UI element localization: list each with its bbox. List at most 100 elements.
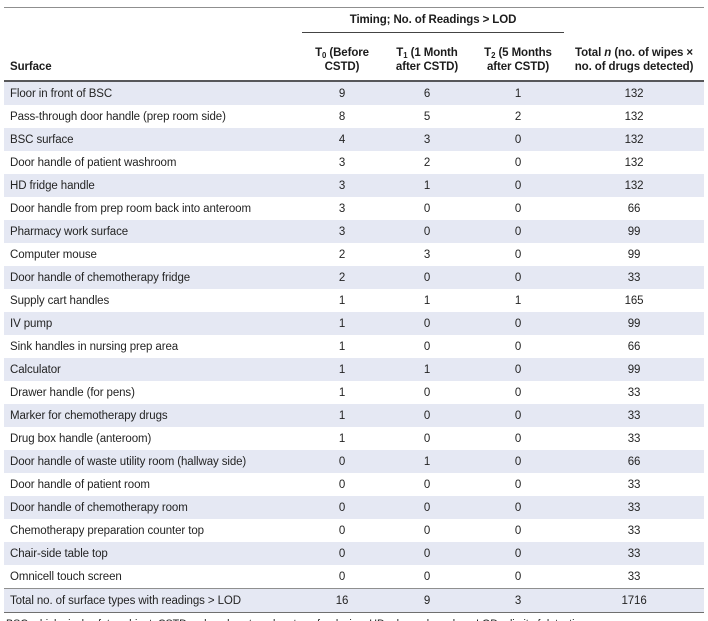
value-cell: 6 — [423, 87, 431, 100]
value-cell: 2 — [423, 156, 431, 169]
table-row: Chair-side table top 0 0 0 33 — [4, 542, 705, 566]
surface-cell: BSC surface — [10, 133, 74, 146]
table-row: Door handle from prep room back into ant… — [4, 197, 704, 220]
col-header-t2: T2 (5 Months after CSTD) — [472, 32, 565, 83]
value-cell: 0 — [423, 225, 431, 238]
value-cell: 0 — [423, 432, 431, 445]
value-cell: 33 — [627, 570, 641, 583]
value-cell: 5 — [423, 110, 431, 123]
group-header-row: Timing; No. of Readings > LOD — [4, 7, 704, 34]
table-footnote: BSC = biological safety cabinet, CSTD = … — [4, 618, 704, 621]
value-cell: 0 — [514, 202, 522, 215]
value-cell: 3 — [338, 156, 346, 169]
value-cell: 0 — [514, 501, 522, 514]
value-cell: 0 — [423, 409, 431, 422]
surface-cell: Chair-side table top — [10, 547, 108, 560]
value-cell: 33 — [627, 432, 641, 445]
surface-cell: Computer mouse — [10, 248, 97, 261]
surface-cell: Door handle of waste utility room (hallw… — [10, 455, 247, 468]
value-cell: 99 — [627, 317, 641, 330]
surface-cell: Drug box handle (anteroom) — [10, 432, 152, 445]
table-row: Door handle of chemotherapy fridge 2 0 0 33 — [4, 266, 705, 290]
value-cell: 66 — [627, 455, 641, 468]
value-cell: 132 — [624, 110, 644, 123]
table-row: BSC surface 4 3 0 132 — [4, 128, 705, 152]
value-cell: 0 — [514, 340, 522, 353]
value-cell: 33 — [627, 271, 641, 284]
value-cell: 0 — [514, 179, 522, 192]
value-cell: 3 — [423, 133, 431, 146]
paper-table-figure: Timing; No. of Readings > LOD Surface T0… — [4, 7, 705, 621]
total-row: Total no. of surface types with readings… — [4, 588, 705, 613]
value-cell: 0 — [514, 317, 522, 330]
column-header-row: Surface T0 (Before CSTD) T1 (1 Month aft… — [4, 32, 705, 83]
value-cell: 0 — [514, 547, 522, 560]
value-cell: 1 — [338, 432, 346, 445]
value-cell: 1 — [338, 363, 346, 376]
table-row: HD fridge handle 3 1 0 132 — [4, 174, 705, 198]
value-cell: 16 — [335, 594, 349, 607]
table-header: Timing; No. of Readings > LOD Surface T0… — [4, 7, 705, 83]
value-cell: 132 — [624, 156, 644, 169]
value-cell: 1 — [338, 317, 346, 330]
table-row: Sink handles in nursing prep area 1 0 0 66 — [4, 335, 704, 358]
value-cell: 1 — [338, 409, 346, 422]
value-cell: 0 — [514, 478, 522, 491]
value-cell: 8 — [338, 110, 346, 123]
value-cell: 0 — [423, 202, 431, 215]
surface-cell: Drawer handle (for pens) — [10, 386, 135, 399]
value-cell: 0 — [423, 317, 431, 330]
table-row: Drug box handle (anteroom) 1 0 0 33 — [4, 427, 704, 450]
value-cell: 1 — [423, 179, 431, 192]
value-cell: 0 — [514, 248, 522, 261]
surface-cell: Door handle of patient room — [10, 478, 150, 491]
value-cell: 66 — [627, 202, 641, 215]
value-cell: 0 — [423, 524, 431, 537]
value-cell: 2 — [338, 248, 346, 261]
value-cell: 0 — [514, 271, 522, 284]
table-row: Door handle of patient room 0 0 0 33 — [4, 473, 704, 496]
value-cell: 33 — [627, 547, 641, 560]
table-row: Drawer handle (for pens) 1 0 0 33 — [4, 381, 704, 404]
value-cell: 0 — [423, 271, 431, 284]
surface-cell: Pass-through door handle (prep room side… — [10, 110, 226, 123]
col-header-t1: T1 (1 Month after CSTD) — [382, 32, 472, 83]
value-cell: 165 — [624, 294, 644, 307]
value-cell: 3 — [338, 225, 346, 238]
value-cell: 132 — [624, 87, 644, 100]
value-cell: 0 — [514, 386, 522, 399]
table-row: Calculator 1 1 0 99 — [4, 358, 705, 382]
value-cell: 1 — [514, 294, 522, 307]
value-cell: 2 — [338, 271, 346, 284]
surface-cell: HD fridge handle — [10, 179, 95, 192]
value-cell: 0 — [514, 432, 522, 445]
value-cell: 0 — [514, 455, 522, 468]
value-cell: 0 — [338, 455, 346, 468]
value-cell: 33 — [627, 501, 641, 514]
table-row: Supply cart handles 1 1 1 165 — [4, 289, 704, 312]
table-row: Omnicell touch screen 0 0 0 33 — [4, 565, 704, 589]
value-cell: 99 — [627, 225, 641, 238]
value-cell: 132 — [624, 133, 644, 146]
value-cell: 66 — [627, 340, 641, 353]
value-cell: 1716 — [621, 594, 647, 607]
value-cell: 1 — [338, 294, 346, 307]
value-cell: 3 — [423, 248, 431, 261]
table-row: Pharmacy work surface 3 0 0 99 — [4, 220, 705, 244]
value-cell: 3 — [338, 179, 346, 192]
col-header-total-n: Total n (no. of wipes × no. of drugs det… — [564, 32, 705, 83]
value-cell: 2 — [514, 110, 522, 123]
value-cell: 0 — [423, 386, 431, 399]
surface-cell: Total no. of surface types with readings… — [10, 594, 241, 607]
col-header-t0: T0 (Before CSTD) — [302, 32, 382, 83]
value-cell: 33 — [627, 524, 641, 537]
value-cell: 0 — [514, 409, 522, 422]
value-cell: 0 — [514, 524, 522, 537]
readings-table: Timing; No. of Readings > LOD Surface T0… — [4, 7, 705, 613]
group-header-spacer-right — [564, 8, 704, 33]
value-cell: 0 — [338, 501, 346, 514]
value-cell: 99 — [627, 363, 641, 376]
surface-cell: Door handle from prep room back into ant… — [10, 202, 251, 215]
value-cell: 0 — [423, 478, 431, 491]
table-body: Floor in front of BSC 9 6 1 132 Pass-through … — [4, 81, 705, 613]
